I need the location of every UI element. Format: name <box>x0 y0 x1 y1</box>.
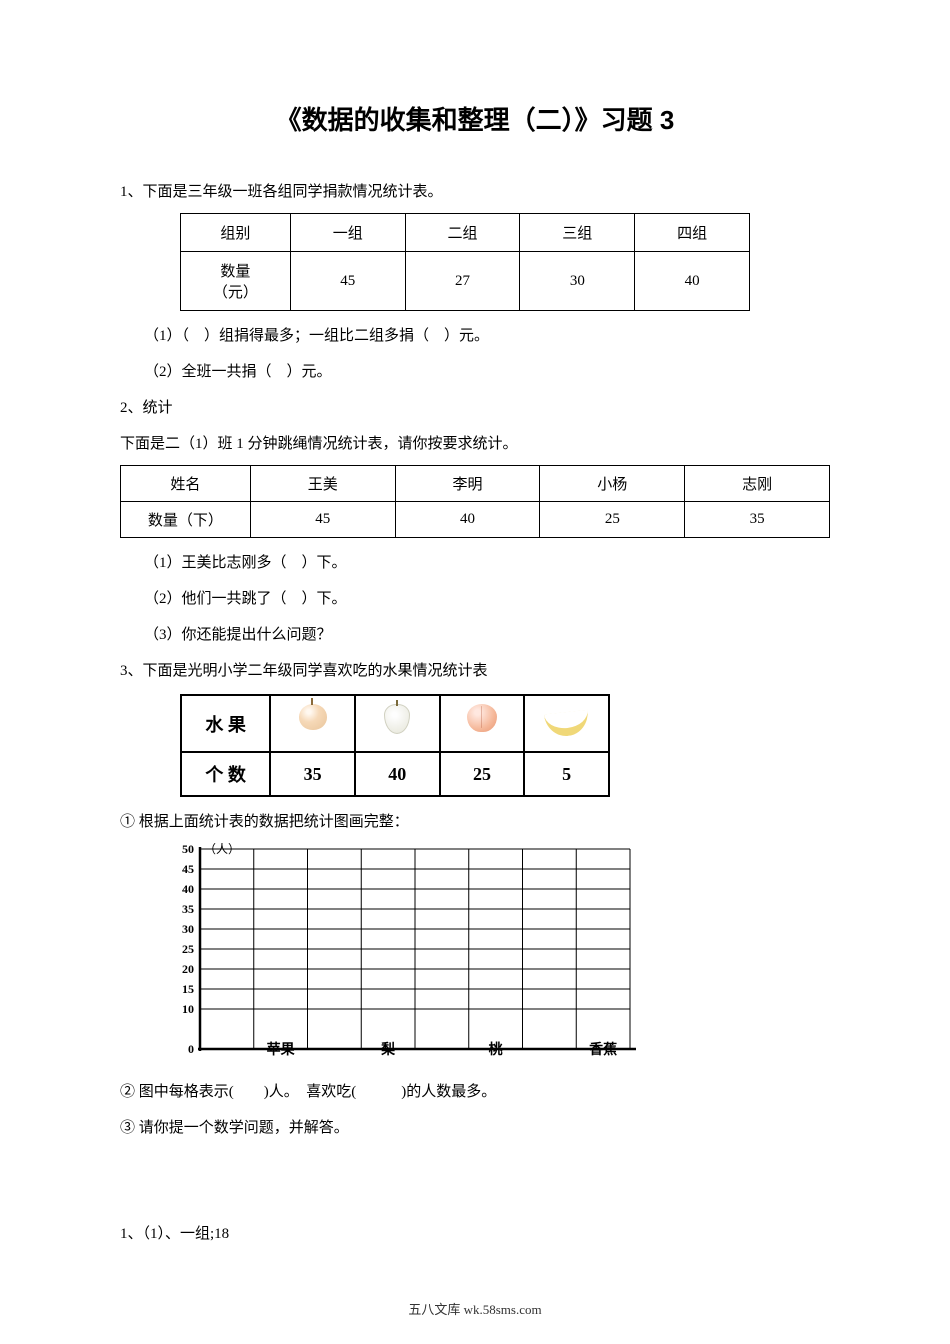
svg-text:50: 50 <box>182 843 194 856</box>
apple-icon <box>299 704 327 730</box>
footer-text: 五八文库 wk.58sms.com <box>0 1299 950 1318</box>
circled-3-icon: ③ <box>120 1120 135 1136</box>
svg-text:15: 15 <box>182 982 194 996</box>
q1-v0: 45 <box>290 252 405 311</box>
q1-h3: 三组 <box>520 214 635 252</box>
q2-rowlabel: 数量（下） <box>121 502 251 538</box>
svg-text:40: 40 <box>182 882 194 896</box>
table-row: 数量（下） 45 40 25 35 <box>121 502 830 538</box>
q3-sub1: ① 根据上面统计表的数据把统计图画完整： <box>120 807 830 837</box>
q2-v2: 25 <box>540 502 685 538</box>
page-title: 《数据的收集和整理（二）》习题 3 <box>120 100 830 137</box>
q3-r1-label: 水 果 <box>181 695 270 752</box>
q1-table: 组别 一组 二组 三组 四组 数量 （元） 45 27 30 40 <box>180 213 750 311</box>
q2-v0: 45 <box>250 502 395 538</box>
svg-text:10: 10 <box>182 1002 194 1016</box>
q2-h4: 志刚 <box>685 466 830 502</box>
table-row: 姓名 王美 李明 小杨 志刚 <box>121 466 830 502</box>
q2-table: 姓名 王美 李明 小杨 志刚 数量（下） 45 40 25 35 <box>120 465 830 538</box>
q2-sub2: （2）他们一共跳了（ ）下。 <box>144 584 830 614</box>
circled-2-icon: ② <box>120 1084 135 1100</box>
q2-h1: 王美 <box>250 466 395 502</box>
svg-text:30: 30 <box>182 922 194 936</box>
q1-prompt: 1、下面是三年级一班各组同学捐款情况统计表。 <box>120 177 830 207</box>
q3-c1: 40 <box>355 752 440 796</box>
q2-v3: 35 <box>685 502 830 538</box>
q2-prompt: 下面是二（1）班 1 分钟跳绳情况统计表，请你按要求统计。 <box>120 429 830 459</box>
q1-h1: 一组 <box>290 214 405 252</box>
answer-1: 1、（1）、一组;18 <box>120 1219 830 1249</box>
pear-icon <box>384 704 410 734</box>
table-row: 组别 一组 二组 三组 四组 <box>181 214 750 252</box>
svg-text:苹果: 苹果 <box>267 1041 296 1058</box>
table-row: 个 数 35 40 25 5 <box>181 752 609 796</box>
q2-sub1: （1）王美比志刚多（ ）下。 <box>144 548 830 578</box>
fruit-apple-cell <box>270 695 355 752</box>
q3-table: 水 果 个 数 35 40 25 5 <box>180 694 610 797</box>
q3-sub2-text: 图中每格表示( )人。 喜欢吃( )的人数最多。 <box>139 1084 496 1100</box>
svg-text:20: 20 <box>182 962 194 976</box>
q2-label: 2、统计 <box>120 393 830 423</box>
svg-text:35: 35 <box>182 902 194 916</box>
q3-sub3-text: 请你提一个数学问题，并解答。 <box>139 1120 349 1136</box>
q3-sub3: ③ 请你提一个数学问题，并解答。 <box>120 1113 830 1143</box>
fruit-pear-cell <box>355 695 440 752</box>
q1-rowlabel: 数量 （元） <box>181 252 291 311</box>
q1-v3: 40 <box>635 252 750 311</box>
q1-v2: 30 <box>520 252 635 311</box>
q3-r2-label: 个 数 <box>181 752 270 796</box>
svg-text:梨: 梨 <box>380 1041 396 1058</box>
svg-text:45: 45 <box>182 862 194 876</box>
q3-prompt: 3、下面是光明小学二年级同学喜欢吃的水果情况统计表 <box>120 656 830 686</box>
q3-c0: 35 <box>270 752 355 796</box>
q3-c3: 5 <box>524 752 609 796</box>
q1-h2: 二组 <box>405 214 520 252</box>
q2-h0: 姓名 <box>121 466 251 502</box>
q2-v1: 40 <box>395 502 540 538</box>
q1-h4: 四组 <box>635 214 750 252</box>
q3-sub2: ② 图中每格表示( )人。 喜欢吃( )的人数最多。 <box>120 1077 830 1107</box>
q1-sub2: （2）全班一共捐（ ）元。 <box>144 357 830 387</box>
q1-rowlabel-l2: （元） <box>185 281 286 302</box>
peach-icon <box>467 704 497 732</box>
svg-text:桃: 桃 <box>489 1041 503 1058</box>
chart-svg: （人）5045403530252015100苹果梨桃香蕉 <box>170 843 640 1073</box>
svg-text:0: 0 <box>188 1042 194 1056</box>
q1-sub1: （1）（ ）组捐得最多；一组比二组多捐（ ）元。 <box>144 321 830 351</box>
q3-c2: 25 <box>440 752 525 796</box>
q3-sub1-text: 根据上面统计表的数据把统计图画完整： <box>139 814 409 830</box>
circled-1-icon: ① <box>120 814 135 830</box>
svg-text:25: 25 <box>182 942 194 956</box>
q1-v1: 27 <box>405 252 520 311</box>
table-row: 水 果 <box>181 695 609 752</box>
q2-h2: 李明 <box>395 466 540 502</box>
q1-h0: 组别 <box>181 214 291 252</box>
q2-h3: 小杨 <box>540 466 685 502</box>
q1-rowlabel-l1: 数量 <box>185 260 286 281</box>
fruit-peach-cell <box>440 695 525 752</box>
q2-sub3: （3）你还能提出什么问题？ <box>144 620 830 650</box>
fruit-banana-cell <box>524 695 609 752</box>
banana-icon <box>543 710 591 732</box>
svg-text:香蕉: 香蕉 <box>588 1041 617 1058</box>
bar-chart: （人）5045403530252015100苹果梨桃香蕉 <box>170 843 830 1073</box>
table-row: 数量 （元） 45 27 30 40 <box>181 252 750 311</box>
